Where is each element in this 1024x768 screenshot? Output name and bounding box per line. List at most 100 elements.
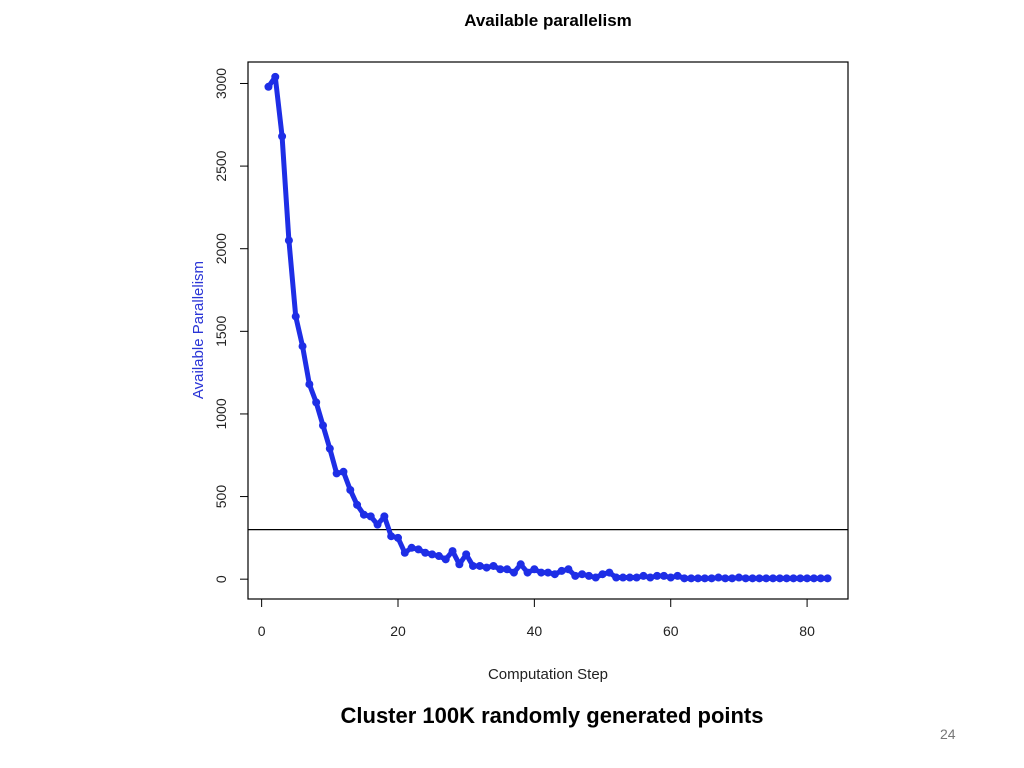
data-point <box>741 574 750 583</box>
data-point <box>625 573 634 582</box>
data-point <box>591 573 600 582</box>
data-point <box>353 500 362 509</box>
data-point <box>666 573 675 582</box>
data-point <box>619 573 627 582</box>
x-tick-label: 80 <box>799 623 815 639</box>
data-point <box>523 568 532 577</box>
data-point <box>673 571 682 580</box>
y-tick-label: 0 <box>213 575 229 583</box>
data-point <box>325 444 334 453</box>
data-point <box>319 421 327 430</box>
data-point <box>769 574 777 583</box>
data-point <box>789 574 798 583</box>
data-point <box>775 574 784 583</box>
y-tick-label: 500 <box>213 485 229 509</box>
data-point <box>700 574 709 583</box>
data-point <box>728 574 737 583</box>
data-point <box>312 398 321 407</box>
data-point <box>339 467 348 476</box>
data-point <box>612 573 621 582</box>
data-point <box>557 566 566 575</box>
data-point <box>803 574 812 583</box>
data-point <box>448 547 457 556</box>
data-point <box>530 565 539 574</box>
data-point <box>284 236 293 245</box>
data-point <box>707 574 716 583</box>
data-point <box>469 561 477 570</box>
data-point <box>816 574 825 583</box>
data-point <box>796 574 805 583</box>
data-point <box>380 512 389 521</box>
y-tick-label: 1000 <box>213 398 229 429</box>
data-point <box>462 550 471 559</box>
y-tick-label: 2000 <box>213 233 229 264</box>
data-point <box>782 574 791 583</box>
data-point <box>373 520 382 529</box>
chart-title: Available parallelism <box>464 11 632 30</box>
data-point <box>564 565 573 574</box>
data-point <box>434 552 443 561</box>
data-point <box>332 469 341 478</box>
data-point <box>407 543 416 552</box>
data-point <box>605 568 614 577</box>
data-point <box>359 510 368 519</box>
data-point <box>721 574 730 583</box>
x-tick-label: 20 <box>390 623 406 639</box>
data-point <box>598 570 607 579</box>
y-axis-label: Available Parallelism <box>190 261 207 399</box>
data-point <box>509 568 518 577</box>
data-point <box>298 342 307 351</box>
y-tick-label: 2500 <box>213 150 229 181</box>
data-point <box>475 561 484 570</box>
data-point <box>482 563 491 572</box>
data-point <box>496 565 505 574</box>
data-point <box>680 574 689 583</box>
data-point <box>537 568 546 577</box>
data-point <box>264 82 273 91</box>
data-point <box>414 545 423 554</box>
data-point <box>823 574 832 583</box>
data-point <box>687 574 696 583</box>
data-point <box>544 568 552 577</box>
data-point <box>271 72 280 81</box>
data-point <box>503 565 512 574</box>
data-point <box>489 561 498 570</box>
data-point <box>366 512 375 521</box>
data-point <box>400 548 409 557</box>
data-point <box>291 312 300 321</box>
x-tick-label: 0 <box>258 623 266 639</box>
x-tick-label: 60 <box>663 623 679 639</box>
data-point <box>578 570 587 579</box>
data-point <box>646 573 655 582</box>
data-point <box>734 573 743 582</box>
data-point <box>441 555 450 564</box>
data-point <box>305 380 314 389</box>
data-point <box>278 132 287 141</box>
data-point <box>653 571 662 580</box>
data-point <box>584 571 593 580</box>
data-point <box>394 533 402 542</box>
y-tick-label: 1500 <box>213 316 229 347</box>
data-point <box>550 570 559 579</box>
slide-caption: Cluster 100K randomly generated points <box>340 703 764 728</box>
y-tick-label: 3000 <box>213 68 229 99</box>
data-point <box>421 548 430 557</box>
data-point <box>571 571 580 580</box>
x-tick-label: 40 <box>527 623 543 639</box>
data-point <box>639 571 648 580</box>
data-point <box>346 485 355 494</box>
data-point <box>516 560 525 569</box>
data-point <box>455 560 464 569</box>
data-point <box>659 571 668 580</box>
page-number: 24 <box>940 726 956 742</box>
data-point <box>755 574 764 583</box>
data-point <box>809 574 818 583</box>
x-axis-label: Computation Step <box>488 666 608 683</box>
data-point <box>762 574 771 583</box>
data-point <box>387 532 396 541</box>
data-point <box>714 573 723 582</box>
data-point <box>428 550 437 559</box>
data-point <box>748 574 757 583</box>
series-line <box>265 74 831 581</box>
